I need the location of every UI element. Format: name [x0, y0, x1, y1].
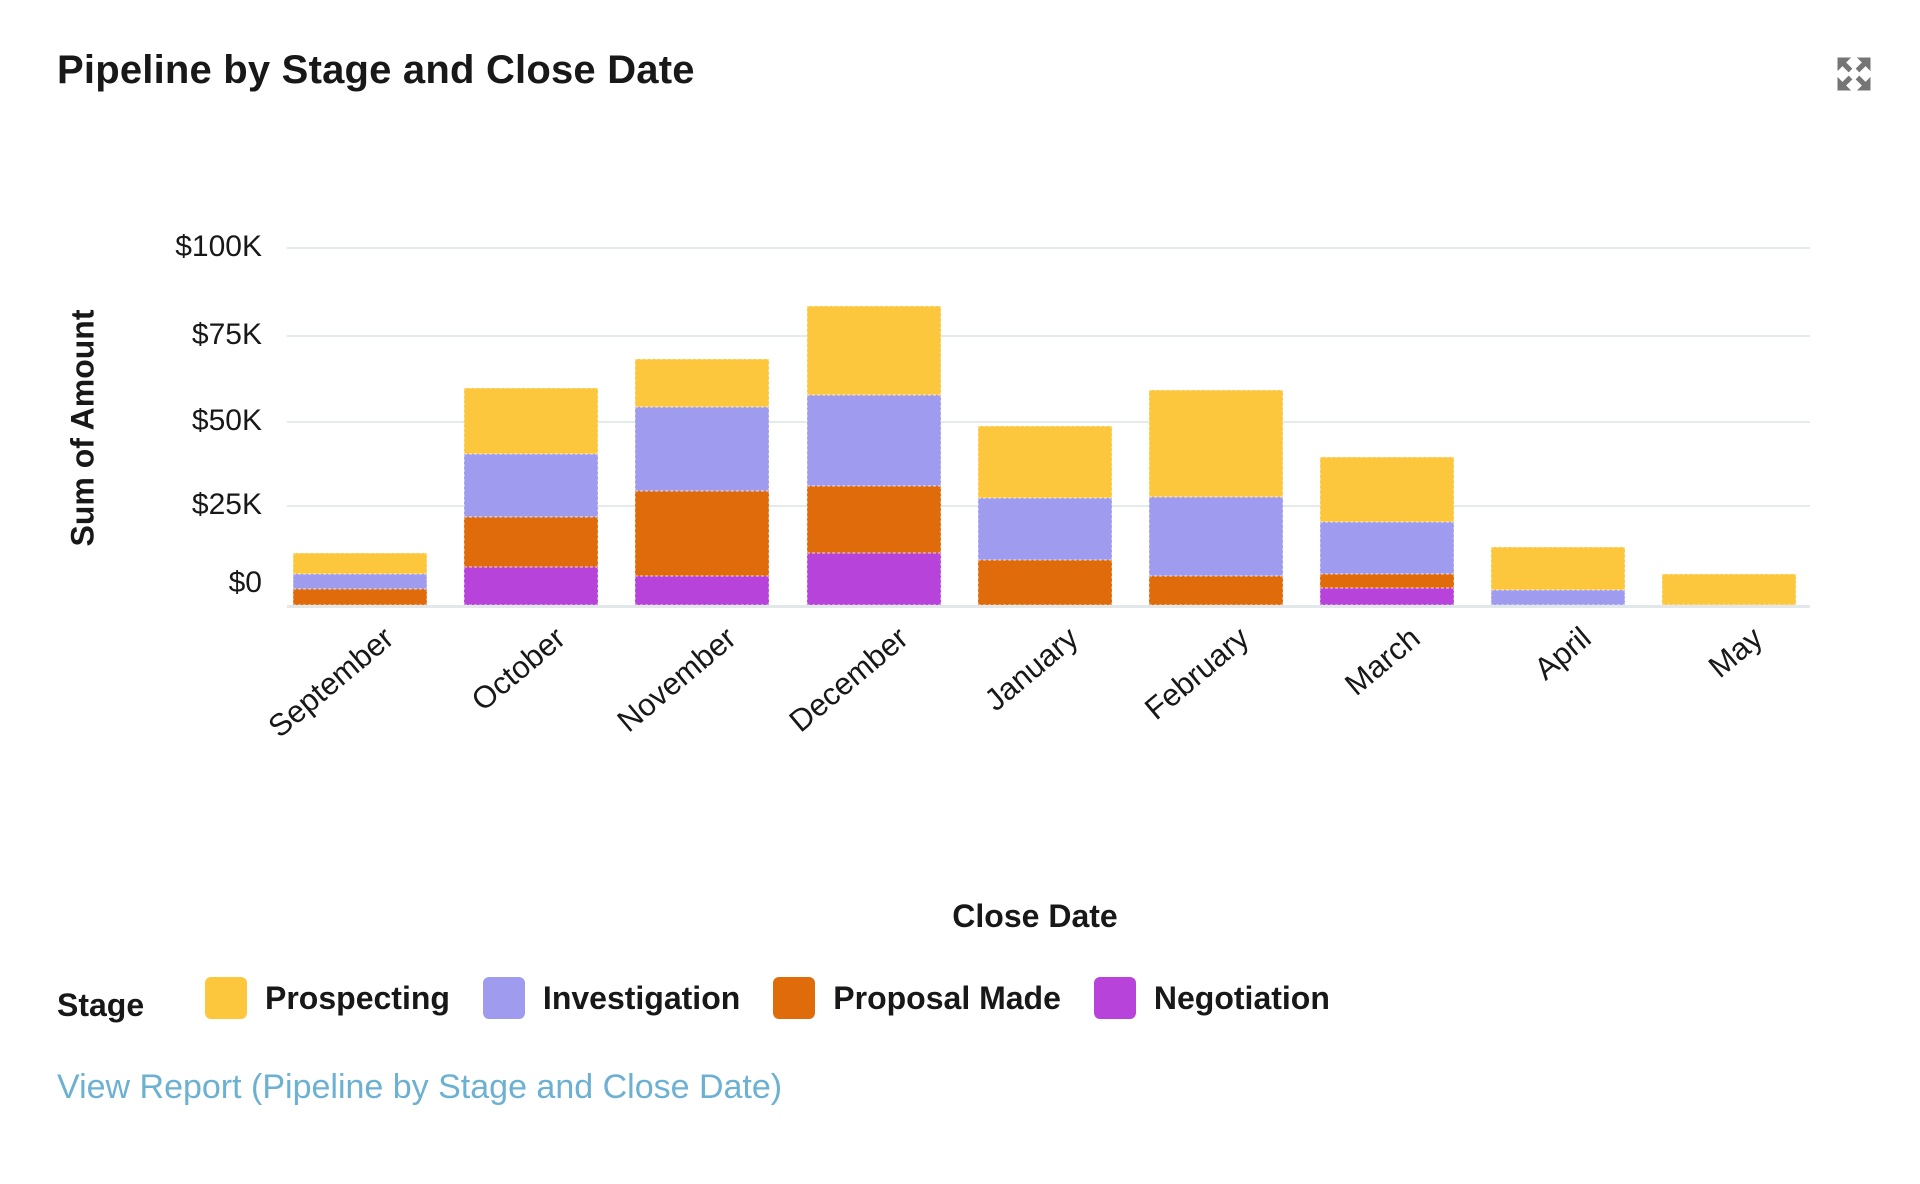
bar-segment-march-investigation[interactable]	[1319, 522, 1454, 575]
legend: Prospecting Investigation Proposal Made Neg…	[205, 977, 1330, 1019]
legend-swatch-proposal-made	[773, 977, 816, 1019]
bar-march	[1319, 457, 1454, 605]
legend-item-negotiation: Negotiation	[1093, 977, 1330, 1019]
gridline	[287, 335, 1810, 337]
legend-swatch-prospecting	[205, 977, 247, 1019]
bar-segment-march-prospecting[interactable]	[1319, 457, 1454, 523]
legend-label-investigation: Investigation	[542, 980, 741, 1016]
gridline	[287, 421, 1810, 423]
y-tick-label--50k: $50K	[191, 404, 262, 437]
bar-february	[1148, 390, 1283, 605]
bar-segment-february-proposal-made[interactable]	[1148, 575, 1283, 605]
bar-october	[464, 388, 598, 605]
expand-icon	[1837, 57, 1871, 91]
bar-november	[635, 359, 769, 605]
bar-segment-october-proposal-made[interactable]	[464, 517, 598, 568]
x-tick-label-april: April	[1527, 620, 1598, 687]
legend-label-proposal-made: Proposal Made	[833, 980, 1061, 1016]
x-tick-label-may: May	[1701, 620, 1769, 685]
bar-segment-february-prospecting[interactable]	[1148, 390, 1283, 497]
x-tick-label-march: March	[1338, 620, 1427, 703]
bar-segment-november-prospecting[interactable]	[635, 359, 769, 408]
expand-button[interactable]	[1830, 50, 1878, 98]
bar-segment-january-investigation[interactable]	[977, 498, 1112, 561]
x-tick-label-october: October	[464, 620, 572, 718]
x-axis-title: Close Date	[952, 898, 1118, 934]
bar-segment-october-negotiation[interactable]	[464, 567, 598, 605]
bar-segment-september-proposal-made[interactable]	[293, 589, 427, 605]
x-tick-label-december: December	[781, 620, 914, 739]
bar-segment-march-negotiation[interactable]	[1319, 587, 1454, 605]
view-report-link[interactable]: View Report (Pipeline by Stage and Close…	[57, 1068, 783, 1106]
bar-segment-march-proposal-made[interactable]	[1319, 574, 1454, 588]
bar-segment-december-investigation[interactable]	[806, 395, 941, 487]
bar-december	[806, 305, 941, 605]
legend-title: Stage	[57, 987, 145, 1023]
bar-segment-november-proposal-made[interactable]	[635, 491, 769, 576]
bar-segment-december-negotiation[interactable]	[806, 553, 941, 605]
legend-item-proposal-made: Proposal Made	[773, 977, 1061, 1019]
legend-swatch-investigation	[482, 977, 525, 1019]
bar-segment-april-investigation[interactable]	[1490, 589, 1625, 605]
bar-segment-december-prospecting[interactable]	[806, 305, 941, 396]
bar-september	[293, 553, 427, 605]
bar-segment-november-investigation[interactable]	[635, 407, 769, 492]
y-tick-label--100k: $100K	[175, 230, 262, 263]
legend-swatch-negotiation	[1093, 977, 1136, 1019]
gridline	[287, 247, 1810, 249]
legend-label-prospecting: Prospecting	[265, 980, 450, 1016]
bar-segment-february-investigation[interactable]	[1148, 496, 1283, 576]
page-title: Pipeline by Stage and Close Date	[57, 48, 695, 92]
x-tick-label-november: November	[610, 620, 743, 739]
legend-item-investigation: Investigation	[482, 977, 741, 1019]
bar-segment-may-prospecting[interactable]	[1661, 574, 1796, 605]
x-tick-label-january: January	[978, 620, 1085, 718]
bar-april	[1490, 546, 1625, 605]
legend-label-negotiation: Negotiation	[1153, 980, 1330, 1016]
bar-january	[977, 426, 1112, 605]
bar-segment-september-investigation[interactable]	[293, 574, 427, 590]
y-tick-label--0: $0	[228, 566, 262, 599]
x-tick-label-february: February	[1138, 620, 1256, 727]
bar-segment-december-proposal-made[interactable]	[806, 486, 941, 554]
bar-segment-october-investigation[interactable]	[464, 453, 598, 518]
y-tick-label--25k: $25K	[191, 488, 262, 521]
legend-item-prospecting: Prospecting	[205, 977, 450, 1019]
bar-segment-january-prospecting[interactable]	[977, 426, 1112, 499]
x-tick-label-september: September	[261, 620, 401, 745]
bar-may	[1661, 574, 1796, 605]
bar-segment-november-negotiation[interactable]	[635, 575, 769, 605]
bar-segment-april-prospecting[interactable]	[1490, 546, 1625, 590]
bar-segment-october-prospecting[interactable]	[464, 388, 598, 454]
bar-segment-january-proposal-made[interactable]	[977, 560, 1112, 605]
x-axis-line	[287, 605, 1810, 608]
y-tick-label--75k: $75K	[191, 318, 262, 351]
bar-segment-september-prospecting[interactable]	[293, 553, 427, 575]
